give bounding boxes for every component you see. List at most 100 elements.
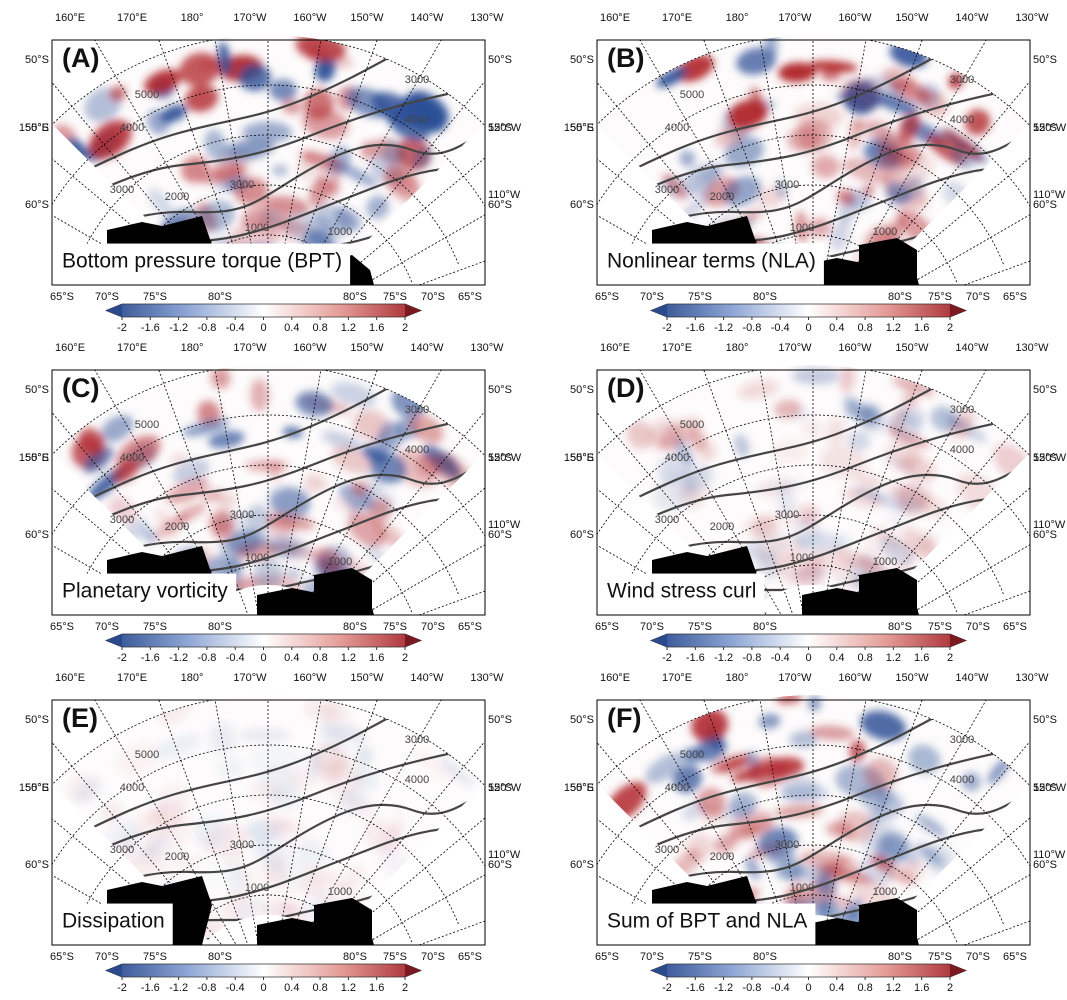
anomaly	[694, 737, 727, 762]
lon-label: 140°W	[410, 672, 444, 684]
edge-label: 55°S	[1033, 782, 1057, 794]
meridian	[214, 370, 259, 615]
anomaly	[860, 710, 907, 741]
edge-label: 55°S	[488, 122, 512, 134]
edge-label: 50°S	[570, 54, 594, 66]
anomaly	[278, 543, 317, 560]
anomaly	[295, 391, 334, 417]
edge-label: 120°W	[488, 122, 522, 134]
anomaly	[179, 854, 203, 871]
anomaly	[252, 557, 283, 592]
lat-label: 65°S	[458, 291, 482, 303]
anomaly	[380, 819, 405, 849]
lat-label: 75°S	[688, 951, 712, 963]
parallel	[621, 794, 1005, 926]
edge-label: 60°S	[1033, 199, 1057, 211]
contour-label: 1000	[328, 556, 352, 568]
lat-label: 65°S	[595, 951, 619, 963]
colorbar-tick-label: 2	[402, 322, 408, 334]
lat-label: 70°S	[966, 291, 990, 303]
lon-label: 170°W	[233, 672, 267, 684]
contour-label: 1000	[328, 886, 352, 898]
colorbar-end	[405, 304, 421, 317]
colorbar-bar	[104, 963, 423, 978]
anomaly	[930, 406, 959, 432]
parallel	[597, 414, 1030, 538]
meridian	[214, 700, 259, 945]
lat-label: 65°S	[1003, 291, 1027, 303]
lat-label: 75°S	[143, 291, 167, 303]
anomaly	[878, 536, 915, 566]
isobath	[616, 793, 1029, 902]
anomaly	[83, 446, 114, 474]
anomaly	[862, 831, 893, 857]
anomaly	[100, 802, 123, 824]
lon-label: 170°E	[117, 672, 147, 684]
anomaly	[217, 41, 232, 76]
edge-label: 150°E	[564, 452, 594, 464]
anomaly	[940, 128, 968, 150]
anomaly	[325, 180, 340, 197]
anomaly	[307, 750, 323, 780]
lat-label: 75°S	[383, 951, 407, 963]
anomaly	[834, 548, 881, 571]
antarctica	[314, 568, 372, 615]
meridian	[362, 544, 485, 615]
colorbar-end	[106, 304, 122, 317]
edge-label: 60°S	[570, 529, 594, 541]
anomaly	[334, 208, 362, 232]
map-panel: 5000 4000 3000 4000 3000 2000 3000 1000 1000 Wind…	[564, 342, 1067, 664]
anomaly	[143, 836, 172, 863]
anomaly	[303, 473, 327, 493]
anomaly	[738, 380, 780, 400]
anomaly	[736, 47, 777, 75]
contour-label: 4000	[950, 114, 974, 126]
isobath	[52, 34, 433, 192]
colorbar-tick-label: -2	[662, 982, 672, 994]
map-panel: 5000 4000 3000 4000 3000 2000 3000 1000 1000 Diss…	[19, 672, 522, 994]
meridian	[759, 40, 804, 285]
colorbar-tick-label: -1.2	[714, 652, 733, 664]
anomaly	[916, 843, 944, 866]
contour-label: 3000	[405, 734, 429, 746]
parallel	[123, 844, 413, 944]
anomaly	[742, 822, 758, 836]
edge-label: 120°W	[1033, 452, 1067, 464]
parallel	[668, 514, 958, 614]
antarctica	[859, 898, 917, 945]
meridian	[277, 370, 322, 615]
edge-label: 110°W	[488, 519, 521, 531]
lon-label: 140°W	[955, 342, 989, 354]
anomaly	[948, 73, 964, 89]
anomaly	[67, 138, 90, 161]
meridian	[832, 40, 923, 285]
anomaly	[315, 56, 336, 82]
contour-label: 5000	[680, 89, 704, 101]
edge-label: 60°S	[488, 529, 512, 541]
lat-label: 70°S	[95, 951, 119, 963]
anomaly	[961, 772, 981, 792]
edge-label: 120°W	[1033, 782, 1067, 794]
anomaly	[649, 418, 683, 452]
contour-label: 3000	[230, 179, 254, 191]
colorbar: -2 -1.6 -1.2 -0.8 -0.4 0 0.4 0.8 1.2 1.6 2	[649, 963, 968, 994]
anomaly	[843, 403, 875, 420]
lat-label: 75°S	[383, 621, 407, 633]
anomaly	[366, 195, 390, 219]
colorbar-tick-label: 2	[402, 982, 408, 994]
edge-label: 110°W	[1033, 189, 1066, 201]
colorbar-tick-label: 1.2	[341, 322, 356, 334]
label-bg	[597, 243, 824, 285]
anomaly	[842, 396, 859, 407]
contour-label: 1000	[873, 226, 897, 238]
anomaly	[719, 802, 753, 823]
lon-label: 140°W	[955, 12, 989, 24]
contour-label: 3000	[655, 844, 679, 856]
lon-label: 180°	[181, 12, 204, 24]
parallel	[597, 744, 1030, 868]
contour-label: 5000	[135, 419, 159, 431]
contour-label: 5000	[135, 89, 159, 101]
lat-label: 70°S	[421, 621, 445, 633]
label-bg	[597, 573, 765, 615]
colorbar-end	[950, 304, 966, 317]
